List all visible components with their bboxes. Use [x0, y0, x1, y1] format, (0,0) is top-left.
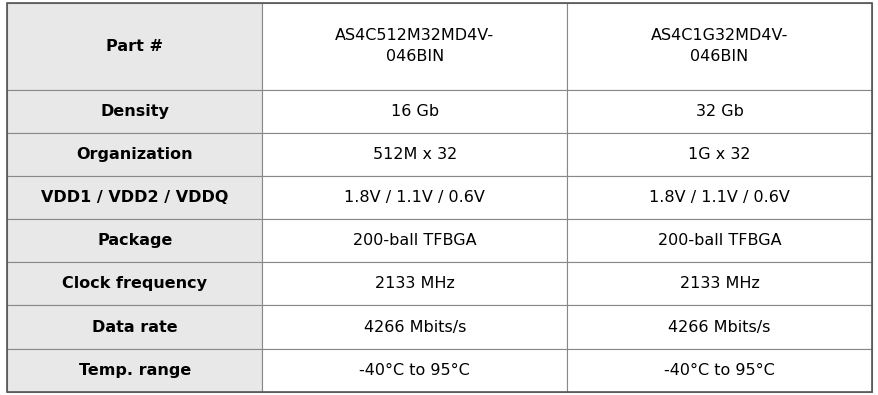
Bar	[7, 90, 263, 133]
Text: 1G x 32: 1G x 32	[687, 147, 750, 162]
Text: Part #: Part #	[106, 39, 163, 54]
Bar	[7, 3, 263, 90]
Text: AS4C512M32MD4V-
046BIN: AS4C512M32MD4V- 046BIN	[335, 28, 493, 64]
Bar	[566, 176, 871, 219]
Bar	[263, 262, 566, 305]
Bar	[7, 262, 263, 305]
Bar	[263, 219, 566, 262]
Text: Clock frequency: Clock frequency	[62, 276, 207, 292]
Text: Organization: Organization	[76, 147, 193, 162]
Bar	[566, 305, 871, 349]
Bar	[263, 3, 566, 90]
Bar	[263, 90, 566, 133]
Text: 32 Gb: 32 Gb	[694, 103, 743, 118]
Text: Data rate: Data rate	[92, 320, 177, 335]
Bar	[263, 176, 566, 219]
Text: 4266 Mbits/s: 4266 Mbits/s	[363, 320, 465, 335]
Bar	[263, 305, 566, 349]
Text: 2133 MHz: 2133 MHz	[374, 276, 454, 292]
Bar	[7, 349, 263, 392]
Text: 1.8V / 1.1V / 0.6V: 1.8V / 1.1V / 0.6V	[649, 190, 789, 205]
Bar	[566, 90, 871, 133]
Text: 512M x 32: 512M x 32	[372, 147, 457, 162]
Text: Density: Density	[100, 103, 169, 118]
Text: 16 Gb: 16 Gb	[391, 103, 438, 118]
Text: 2133 MHz: 2133 MHz	[679, 276, 759, 292]
Text: AS4C1G32MD4V-
046BIN: AS4C1G32MD4V- 046BIN	[650, 28, 788, 64]
Bar	[566, 133, 871, 176]
Bar	[263, 349, 566, 392]
Text: VDD1 / VDD2 / VDDQ: VDD1 / VDD2 / VDDQ	[41, 190, 228, 205]
Text: 200-ball TFBGA: 200-ball TFBGA	[353, 233, 476, 248]
Bar	[566, 262, 871, 305]
Bar	[566, 219, 871, 262]
Text: 1.8V / 1.1V / 0.6V: 1.8V / 1.1V / 0.6V	[344, 190, 485, 205]
Text: Temp. range: Temp. range	[78, 363, 191, 378]
Bar	[7, 176, 263, 219]
Bar	[7, 219, 263, 262]
Text: -40°C to 95°C: -40°C to 95°C	[359, 363, 470, 378]
Text: 4266 Mbits/s: 4266 Mbits/s	[667, 320, 770, 335]
Text: 200-ball TFBGA: 200-ball TFBGA	[657, 233, 781, 248]
Bar	[7, 305, 263, 349]
Bar	[566, 3, 871, 90]
Bar	[566, 349, 871, 392]
Text: Package: Package	[97, 233, 172, 248]
Text: -40°C to 95°C: -40°C to 95°C	[664, 363, 774, 378]
Bar	[263, 133, 566, 176]
Bar	[7, 133, 263, 176]
